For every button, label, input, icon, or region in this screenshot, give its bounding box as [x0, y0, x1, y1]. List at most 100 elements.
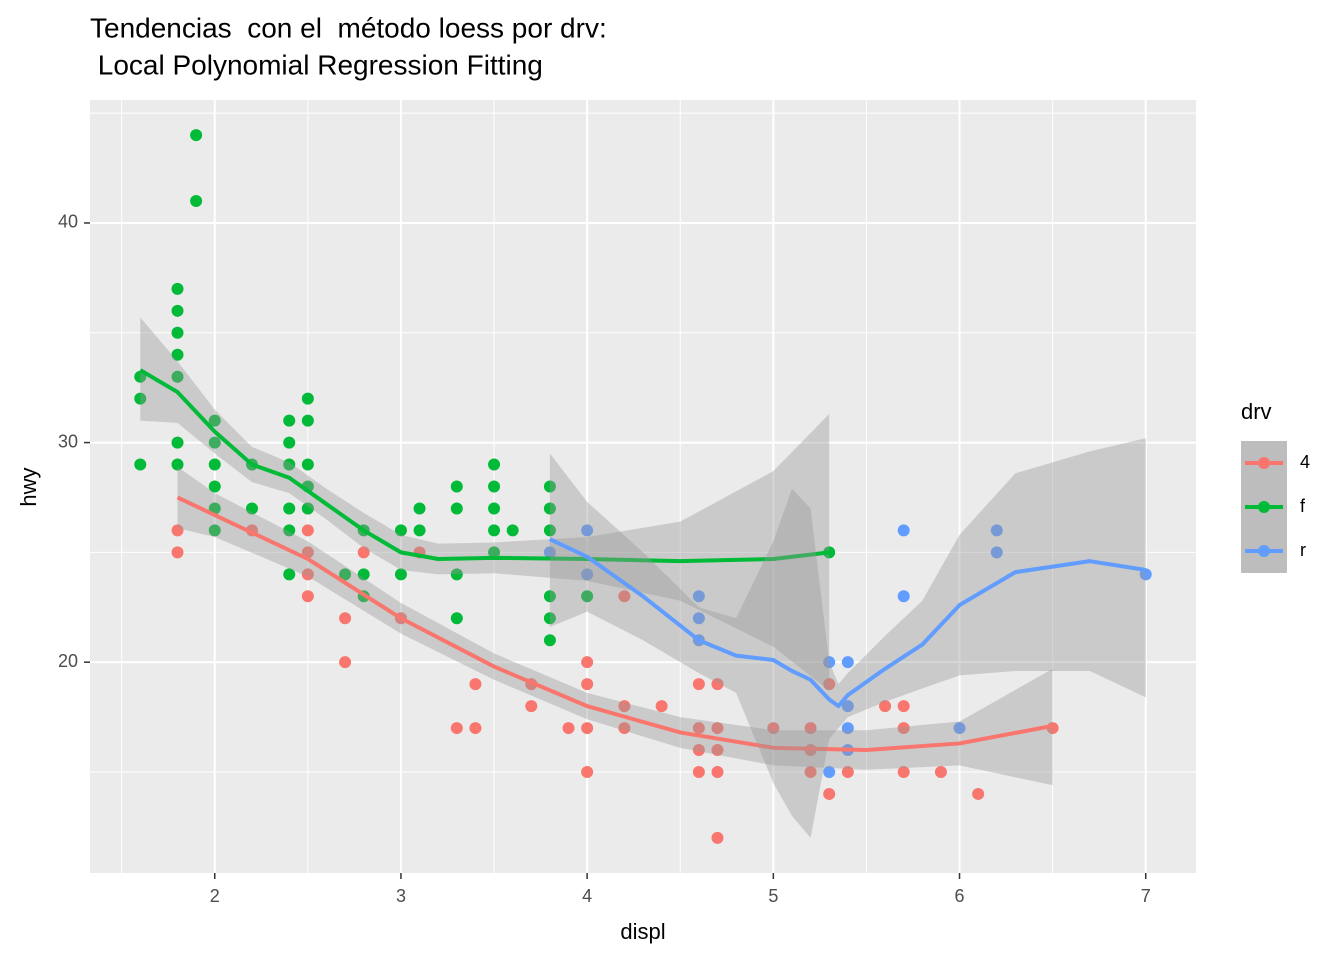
point: [283, 524, 296, 537]
point: [283, 502, 296, 515]
point: [618, 722, 631, 735]
x-tick-label: 6: [955, 886, 965, 906]
point: [488, 524, 501, 537]
point: [897, 700, 910, 713]
legend-label: r: [1300, 540, 1306, 560]
point: [804, 765, 817, 778]
point: [134, 458, 147, 471]
point: [208, 436, 221, 449]
point: [506, 524, 519, 537]
point: [339, 612, 352, 625]
point: [171, 304, 184, 317]
chart-title: Local Polynomial Regression Fitting: [90, 49, 543, 80]
point: [488, 546, 501, 559]
point: [283, 414, 296, 427]
point: [171, 282, 184, 295]
point: [581, 656, 594, 669]
point: [208, 480, 221, 493]
point: [823, 678, 836, 691]
point: [897, 722, 910, 735]
point: [711, 765, 724, 778]
point: [562, 722, 575, 735]
point: [208, 458, 221, 471]
point: [171, 458, 184, 471]
y-axis-label: hwy: [16, 467, 41, 506]
x-tick-label: 2: [210, 886, 220, 906]
point: [804, 722, 817, 735]
plot-background: [90, 100, 1196, 873]
point: [841, 722, 854, 735]
point: [171, 436, 184, 449]
point: [357, 546, 370, 559]
legend-title: drv: [1241, 399, 1272, 424]
point: [488, 502, 501, 515]
point: [897, 524, 910, 537]
x-tick-label: 4: [582, 886, 592, 906]
point: [301, 568, 314, 581]
point: [171, 546, 184, 559]
y-tick-label: 30: [58, 431, 78, 451]
point: [283, 458, 296, 471]
point: [711, 744, 724, 757]
point: [543, 590, 556, 603]
point: [339, 656, 352, 669]
point: [190, 195, 203, 208]
legend-point: [1258, 501, 1270, 513]
confidence-band: [177, 466, 1053, 786]
point: [525, 700, 538, 713]
point: [581, 722, 594, 735]
point: [879, 700, 892, 713]
legend-label: f: [1300, 496, 1306, 516]
point: [543, 612, 556, 625]
point: [711, 678, 724, 691]
point: [469, 678, 482, 691]
smooth-line: [139, 368, 830, 564]
point: [339, 568, 352, 581]
point: [450, 502, 463, 515]
point: [394, 524, 407, 537]
point: [413, 524, 426, 537]
point: [245, 502, 258, 515]
point: [450, 612, 463, 625]
point: [692, 744, 705, 757]
point: [618, 700, 631, 713]
point: [823, 787, 836, 800]
point: [413, 502, 426, 515]
point: [841, 765, 854, 778]
point: [301, 590, 314, 603]
point: [171, 524, 184, 537]
confidence-band: [549, 438, 1146, 838]
point: [618, 590, 631, 603]
point: [134, 392, 147, 405]
point: [581, 524, 594, 537]
smooth-line: [176, 495, 1054, 753]
point: [692, 590, 705, 603]
point: [283, 568, 296, 581]
point: [301, 524, 314, 537]
point: [841, 700, 854, 713]
legend-point: [1258, 545, 1270, 557]
point: [692, 722, 705, 735]
point: [283, 436, 296, 449]
point: [171, 326, 184, 339]
point: [469, 722, 482, 735]
point: [450, 480, 463, 493]
point: [543, 634, 556, 647]
point: [450, 722, 463, 735]
point: [543, 524, 556, 537]
point: [450, 568, 463, 581]
point: [581, 590, 594, 603]
point: [208, 414, 221, 427]
point: [301, 458, 314, 471]
smooth-line: [549, 537, 1147, 709]
point: [990, 546, 1003, 559]
point: [655, 700, 668, 713]
point: [692, 678, 705, 691]
point: [488, 458, 501, 471]
point: [581, 678, 594, 691]
x-tick-label: 5: [768, 886, 778, 906]
point: [581, 568, 594, 581]
point: [301, 414, 314, 427]
point: [357, 568, 370, 581]
